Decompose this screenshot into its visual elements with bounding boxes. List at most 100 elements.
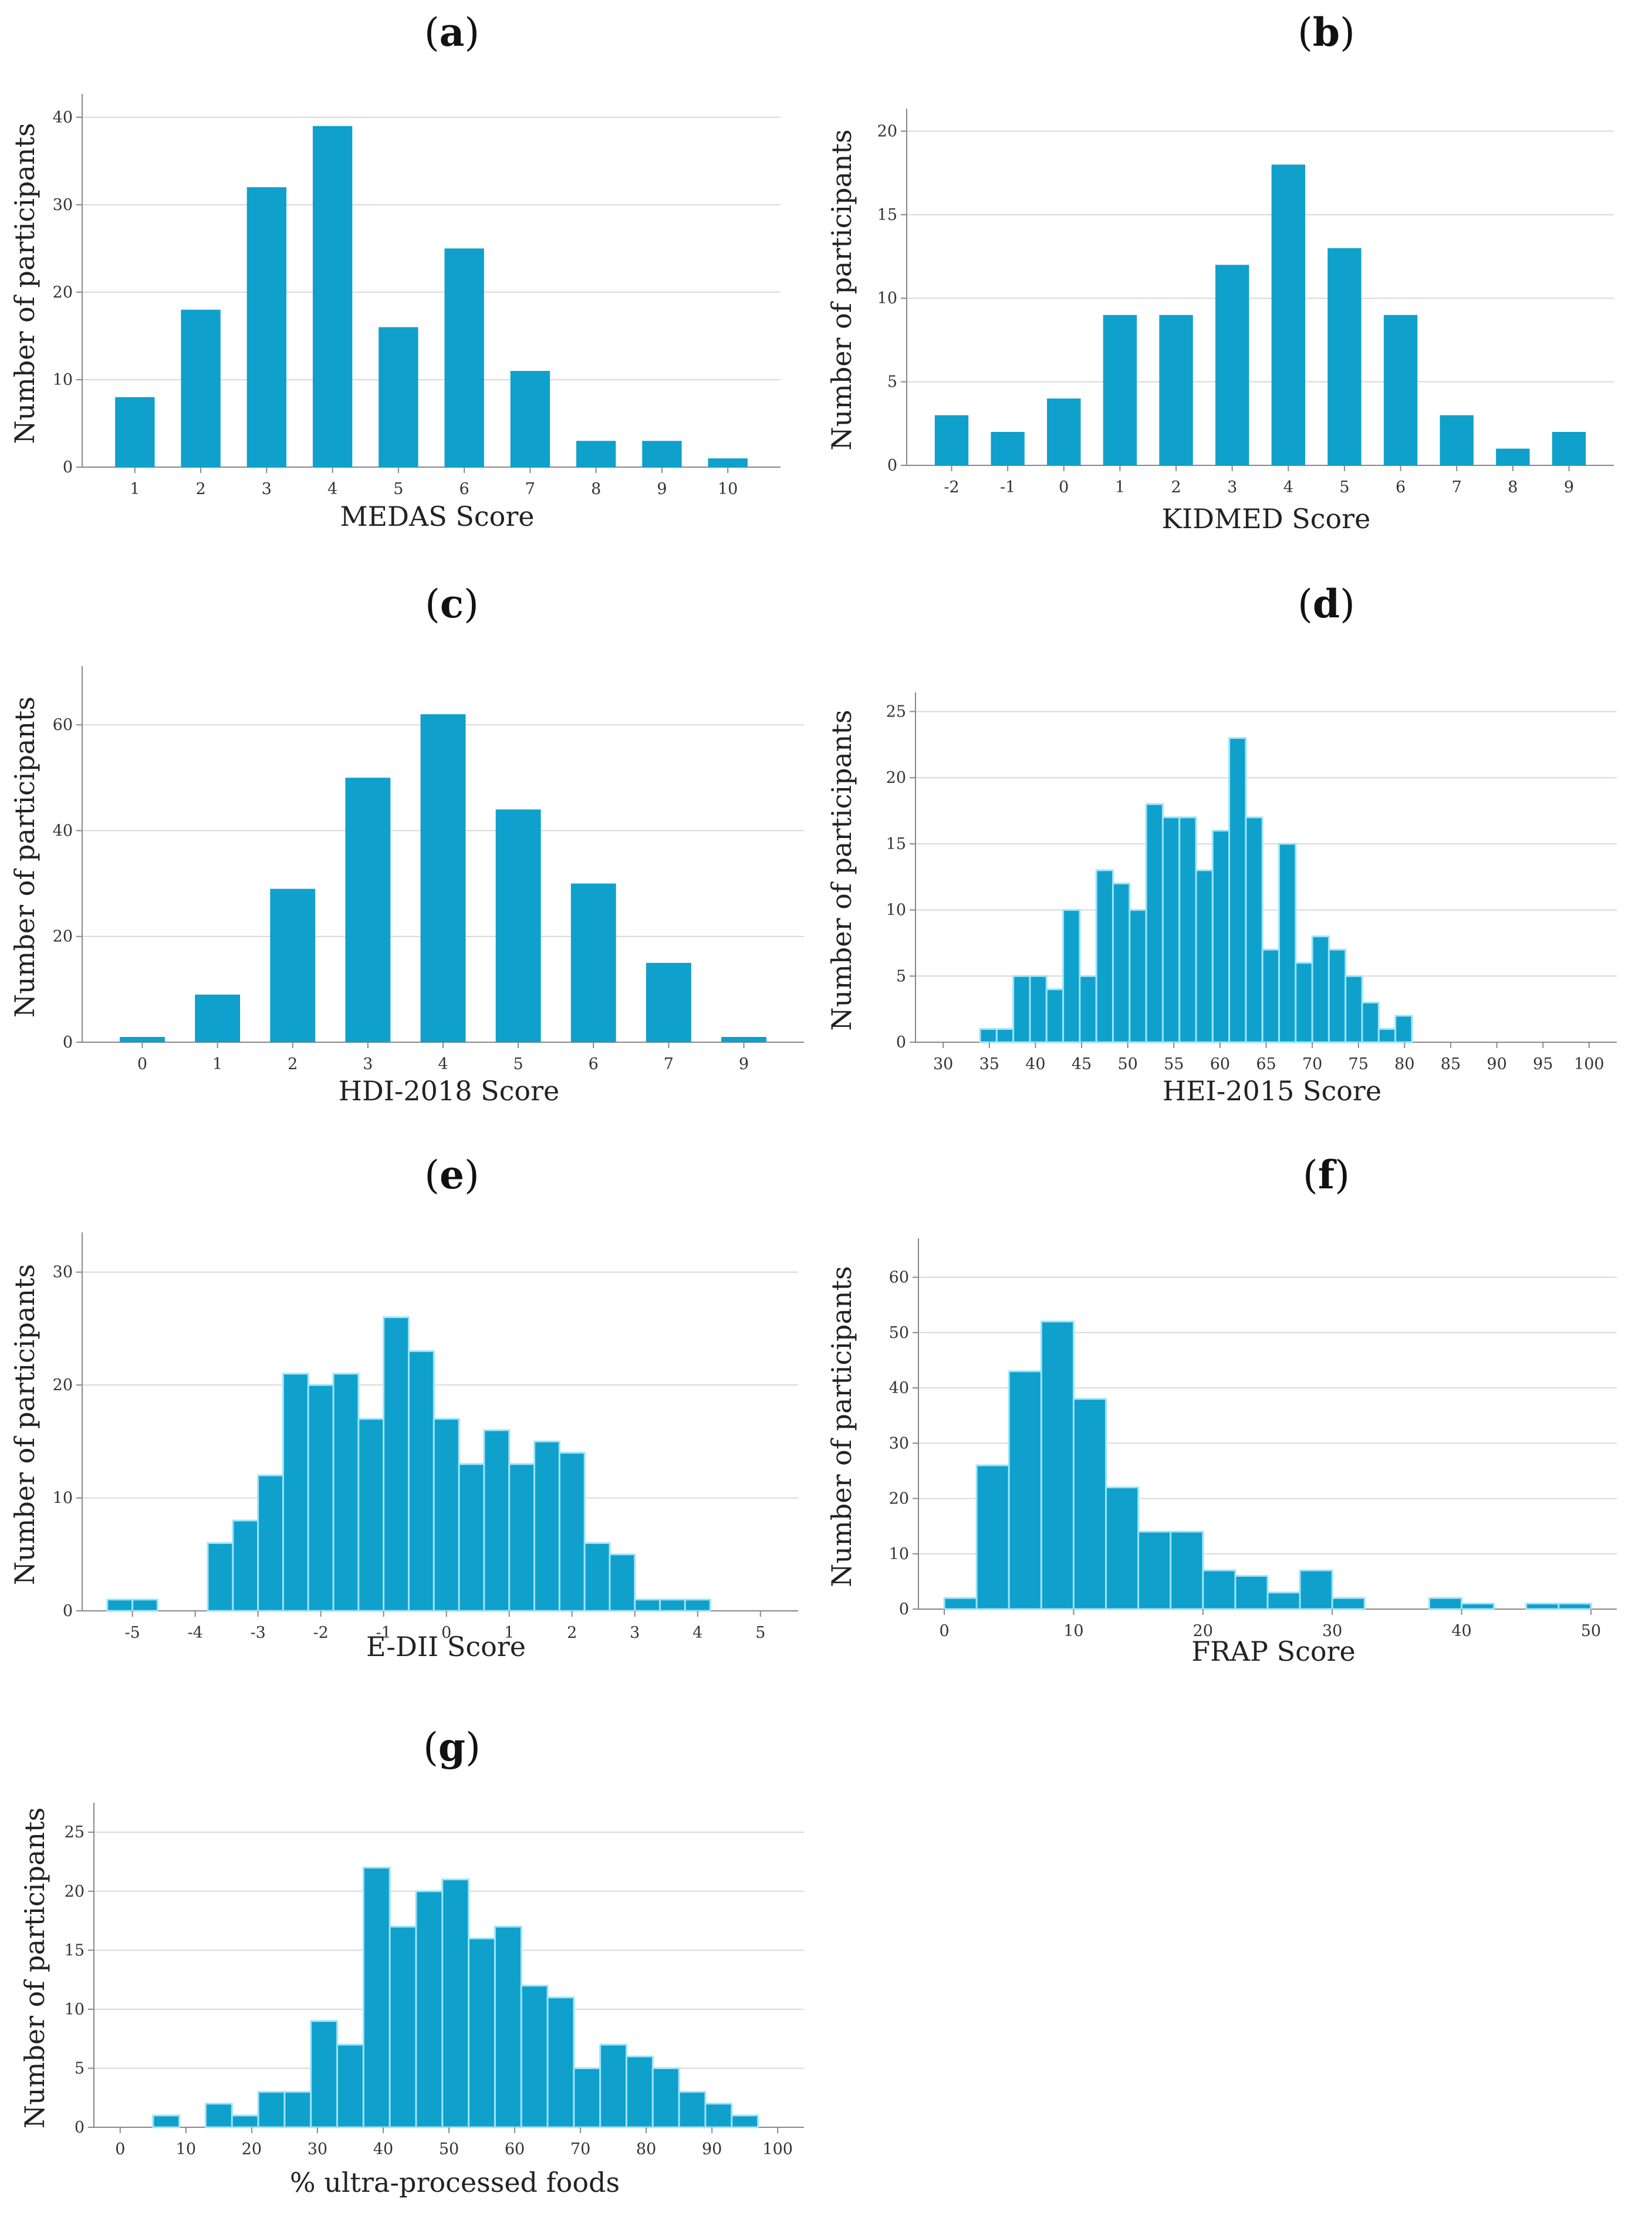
panel-a-xtick-label: 8 (591, 480, 601, 498)
panel-b-bar (1383, 315, 1418, 465)
panel-a-xtick-label: 4 (327, 480, 337, 498)
panel-g-ytick-label: 5 (75, 2059, 85, 2077)
panel-a-bar (181, 309, 221, 467)
panel-b-bar (1327, 248, 1362, 465)
panel-f-bar (1105, 1486, 1140, 1610)
panel-e-bar (583, 1542, 611, 1612)
panel-g: (g) 0 5 10 15 20 25 0 10 20 30 40 50 60 70 80 90 100 % ult… (19, 1724, 804, 2198)
panel-f-x-axis-title: FRAP Score (1191, 1636, 1356, 1667)
panel-f-bar (1008, 1370, 1042, 1610)
panel-b-bar (1103, 315, 1137, 465)
panel-c-bar (570, 883, 616, 1042)
panel-f: (f) 0 10 20 30 40 50 60 0 10 20 30 40 50 FRAP Score Num… (826, 1152, 1617, 1667)
panel-f-bar (943, 1597, 978, 1610)
panel-d-bar (1129, 909, 1147, 1043)
panel-a-xtick-label: 9 (657, 480, 667, 498)
panel-d-ytick-label: 20 (886, 769, 906, 787)
panel-e-bar (684, 1599, 711, 1612)
panel-e-bar (659, 1599, 686, 1612)
panel-e-xtick-label: -4 (187, 1624, 202, 1642)
panel-d-xtick-label: 55 (1164, 1055, 1184, 1073)
panel-a-bar (312, 126, 353, 467)
panel-c-y-axis-title: Number of participants (9, 697, 40, 1018)
panel-g-x-axis-title: % ultra-processed foods (290, 2167, 620, 2198)
panel-b-bar (1496, 448, 1530, 465)
panel-d-ytick-label: 10 (886, 901, 906, 920)
panel-d-xtick-label: 100 (1574, 1055, 1604, 1073)
panel-g-bar (651, 2067, 680, 2128)
panel-b-xtick-label: 5 (1339, 478, 1349, 496)
panel-g-bar (441, 1878, 470, 2128)
panel-d-bar (979, 1028, 998, 1043)
panel-g-xtick-label: 0 (115, 2140, 125, 2158)
panel-b-xtick-label: 3 (1227, 478, 1237, 496)
panel-b-xtick-label: 8 (1508, 478, 1518, 496)
panel-d-bar (1245, 816, 1264, 1043)
panel-f-label: (f) (1303, 1152, 1350, 1198)
panel-d-label: (d) (1298, 581, 1355, 627)
panel-d-xtick-label: 60 (1210, 1055, 1230, 1073)
panel-c-bar (120, 1036, 165, 1042)
panel-e-xtick-label: -3 (250, 1624, 265, 1642)
panel-g-bar (415, 1890, 444, 2128)
panel-a-bar (642, 441, 682, 467)
panel-e-bar (634, 1599, 661, 1612)
panel-b-xtick-label: 1 (1115, 478, 1125, 496)
panel-b-bar (1552, 432, 1586, 465)
panel-g-bar (231, 2114, 259, 2128)
panel-f-bar (1234, 1574, 1269, 1610)
panel-a-xtick-label: 5 (393, 480, 403, 498)
panel-f-bar (1428, 1597, 1463, 1610)
panel-e-xtick-label: 0 (441, 1624, 451, 1642)
panel-e-bar (232, 1519, 259, 1612)
panel-d-bar (1261, 948, 1281, 1043)
panel-e-bar (533, 1440, 560, 1612)
panel-d-xtick-label: 70 (1302, 1055, 1322, 1073)
panel-c-bar (721, 1036, 766, 1042)
panel-e-xtick-label: 3 (630, 1624, 640, 1642)
panel-c-ytick-label: 20 (53, 928, 73, 946)
panel-g-ytick-label: 20 (65, 1883, 85, 1901)
panel-c-xtick-label: 9 (739, 1055, 749, 1073)
panel-g-bar (468, 1937, 496, 2128)
panel-d-bar (1228, 737, 1247, 1043)
panel-d-ytick-label: 15 (886, 835, 906, 853)
panel-g-bar (731, 2114, 759, 2128)
panel-g-xtick-label: 100 (762, 2140, 793, 2158)
panel-f-bar (1137, 1530, 1172, 1610)
panel-b-ytick-label: 20 (877, 122, 897, 140)
panel-g-xtick-label: 10 (176, 2140, 196, 2158)
panel-c-bar (495, 809, 541, 1042)
panel-a-xtick-label: 1 (130, 480, 140, 498)
panel-a-ytick-label: 30 (53, 196, 73, 214)
panel-e-ytick-label: 20 (53, 1376, 73, 1394)
panel-c-bar (195, 994, 241, 1042)
panel-e-ytick-label: 0 (63, 1602, 73, 1620)
panel-f-xtick-label: 20 (1193, 1622, 1213, 1640)
panel-b-x-axis-title: KIDMED Score (1162, 503, 1371, 535)
panel-f-xtick-label: 10 (1063, 1622, 1083, 1640)
panel-g-xtick-label: 30 (308, 2140, 327, 2158)
panel-b-y-axis-title: Number of participants (826, 129, 857, 450)
panel-d-bar (1178, 816, 1197, 1043)
panel-g-bar (388, 1925, 417, 2128)
panel-d-bar (1161, 816, 1181, 1043)
panel-d-xtick-label: 35 (979, 1055, 999, 1073)
panel-g-bar (546, 1996, 575, 2128)
panel-g-y-axis-title: Number of participants (19, 1807, 50, 2128)
panel-c-ytick-label: 0 (63, 1033, 73, 1052)
panel-g-ytick-label: 0 (75, 2118, 85, 2137)
panel-d: (d) 0 5 10 15 20 25 30 35 40 45 50 55 60 65 70 75 80 85 90 9… (826, 581, 1617, 1107)
panel-a-label: (a) (424, 9, 479, 55)
panel-e-xtick-label: 1 (504, 1624, 514, 1642)
panel-f-bar (1558, 1603, 1592, 1610)
panel-a-bar (510, 371, 550, 467)
panel-d-bar (1029, 975, 1048, 1043)
panel-d-bar (1079, 975, 1097, 1043)
panel-b-bar (991, 432, 1025, 465)
panel-g-ytick-label: 10 (65, 2001, 85, 2019)
panel-a-bar (246, 187, 287, 467)
panel-f-ytick-label: 60 (889, 1269, 909, 1287)
panel-f-ytick-label: 0 (899, 1600, 909, 1618)
panel-g-xtick-label: 40 (373, 2140, 393, 2158)
